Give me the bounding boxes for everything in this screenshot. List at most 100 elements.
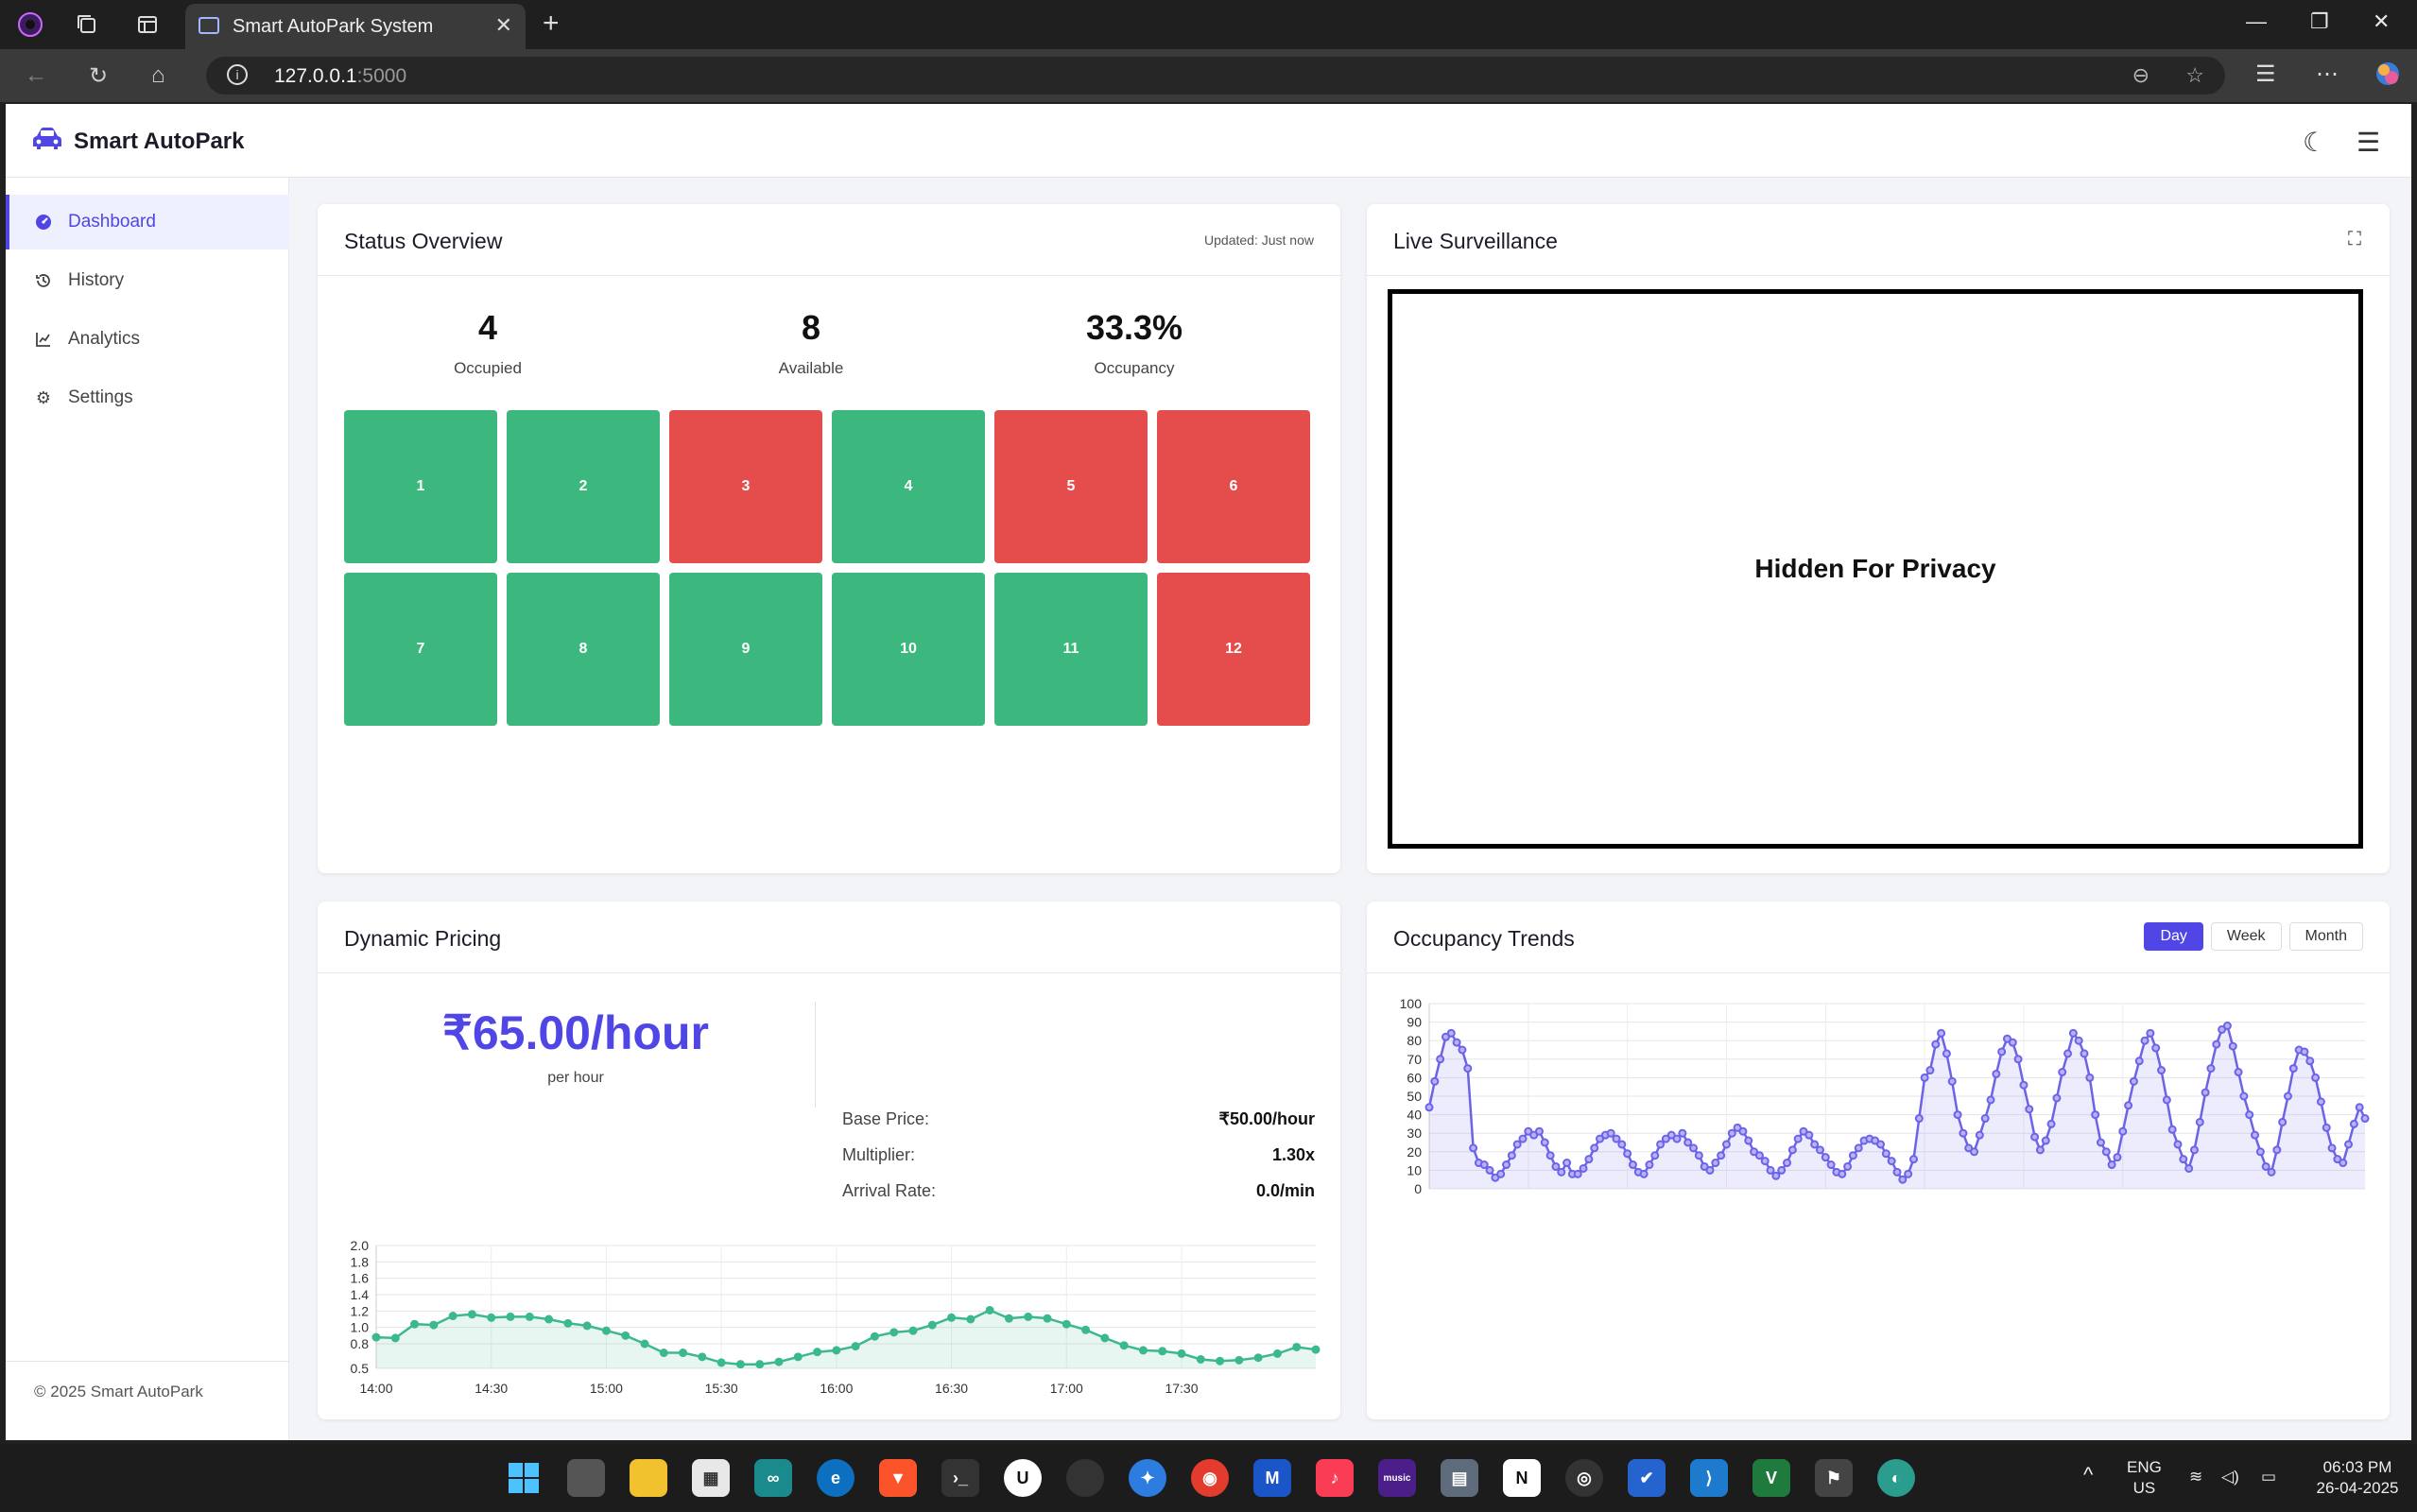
privacy-placeholder: Hidden For Privacy [1754, 554, 1996, 583]
battery-icon[interactable]: ▭ [2261, 1468, 2277, 1486]
parking-slot-1[interactable]: 1 [344, 410, 497, 563]
chrome-icon[interactable]: ◉ [1191, 1459, 1229, 1497]
minimize-icon[interactable]: — [2246, 9, 2267, 33]
language-indicator[interactable]: ENG US [2127, 1458, 2162, 1497]
back-icon[interactable]: ← [25, 62, 47, 88]
parking-slot-11[interactable]: 11 [994, 573, 1148, 726]
fullscreen-icon[interactable]: ⛶ [2348, 229, 2361, 249]
zoom-icon[interactable]: ⊖ [2132, 63, 2149, 87]
app-flag-icon[interactable]: ⚑ [1815, 1459, 1853, 1497]
task-view-icon[interactable] [567, 1459, 605, 1497]
data-point [1721, 1140, 1731, 1149]
terminal-icon[interactable]: ›_ [941, 1459, 979, 1497]
dark-mode-toggle-icon[interactable]: ☾ [2303, 128, 2327, 157]
data-point [2058, 1068, 2067, 1077]
parking-slot-9[interactable]: 9 [669, 573, 822, 726]
menu-icon[interactable]: ☰ [2357, 128, 2381, 157]
copilot-icon[interactable] [2374, 60, 2401, 94]
data-point [1584, 1155, 1594, 1164]
data-point [2179, 1155, 2188, 1164]
current-price-unit: per hour [547, 1070, 604, 1086]
start-icon[interactable] [505, 1459, 543, 1497]
sidebar-item-analytics[interactable]: Analytics [6, 312, 289, 367]
parking-slot-5[interactable]: 5 [994, 410, 1148, 563]
browser-toolbar: ← ↻ ⌂ i 127.0.0.1:5000 ⊖ ☆ ☰ ⋯ [0, 49, 2417, 102]
close-tab-icon[interactable]: ✕ [494, 13, 512, 37]
day-button[interactable]: Day [2144, 922, 2203, 951]
series-area [1429, 1025, 2365, 1189]
data-point [1436, 1055, 1445, 1064]
app-circle-icon[interactable]: ◐ [1877, 1459, 1915, 1497]
data-point [1579, 1163, 1588, 1173]
close-window-icon[interactable]: ✕ [2373, 9, 2391, 33]
data-point [2344, 1140, 2354, 1149]
y-tick-label: 1.4 [351, 1287, 370, 1302]
data-point [1881, 1149, 1890, 1159]
volume-icon[interactable]: ◁) [2221, 1468, 2239, 1486]
card-header: Status Overview Updated: Just now [318, 204, 1340, 276]
amazon-music-icon[interactable]: music [1378, 1459, 1416, 1497]
data-point [621, 1331, 630, 1340]
parking-slot-3[interactable]: 3 [669, 410, 822, 563]
workspaces-icon[interactable] [72, 9, 102, 40]
file-explorer-icon[interactable] [630, 1459, 667, 1497]
app-m-icon[interactable]: M [1253, 1459, 1291, 1497]
data-point [1683, 1138, 1693, 1147]
y-tick-label: 80 [1407, 1033, 1422, 1048]
data-point [1711, 1159, 1720, 1168]
reload-icon[interactable]: ↻ [89, 63, 109, 89]
tab-actions-icon[interactable] [132, 9, 163, 40]
arduino-icon[interactable]: ∞ [754, 1459, 792, 1497]
home-icon[interactable]: ⌂ [151, 62, 165, 88]
store-icon[interactable]: ▦ [692, 1459, 730, 1497]
parking-slot-10[interactable]: 10 [832, 573, 985, 726]
data-point [1848, 1151, 1857, 1160]
compass-icon[interactable]: ✦ [1129, 1459, 1166, 1497]
restore-icon[interactable]: ❐ [2310, 9, 2329, 33]
music-icon[interactable]: ♪ [1316, 1459, 1354, 1497]
more-options-icon[interactable]: ⋯ [2316, 61, 2339, 87]
data-point [1512, 1140, 1522, 1149]
week-button[interactable]: Week [2210, 922, 2282, 951]
app-dark-icon[interactable] [1066, 1459, 1104, 1497]
calculator-icon[interactable]: ▤ [1441, 1459, 1478, 1497]
parking-slot-7[interactable]: 7 [344, 573, 497, 726]
edge-icon[interactable]: e [817, 1459, 855, 1497]
todo-icon[interactable]: ✔ [1628, 1459, 1666, 1497]
wifi-icon[interactable]: ≋ [2189, 1468, 2203, 1486]
y-tick-label: 10 [1407, 1162, 1422, 1177]
occupancy-chart: 010203040506070809010018:0021:0000:0003:… [1400, 996, 2370, 1196]
tray-chevron-icon[interactable]: ^ [2083, 1463, 2094, 1486]
browser-profile-icon[interactable] [15, 9, 45, 40]
app-u-icon[interactable]: U [1004, 1459, 1042, 1497]
parking-slot-2[interactable]: 2 [507, 410, 660, 563]
data-point [1138, 1346, 1148, 1355]
data-point [2272, 1145, 2282, 1155]
data-point [1694, 1151, 1703, 1160]
parking-slot-6[interactable]: 6 [1157, 410, 1310, 563]
parking-slot-12[interactable]: 12 [1157, 573, 1310, 726]
brave-icon[interactable]: ▼ [879, 1459, 917, 1497]
sidebar-item-history[interactable]: History [6, 253, 289, 308]
sidebar-item-dashboard[interactable]: Dashboard [6, 195, 289, 249]
data-point [2283, 1091, 2292, 1101]
vscode-icon[interactable]: ⟩ [1690, 1459, 1728, 1497]
notion-icon[interactable]: N [1503, 1459, 1541, 1497]
app-v-icon[interactable]: V [1752, 1459, 1790, 1497]
obs-icon[interactable]: ◎ [1565, 1459, 1603, 1497]
clock[interactable]: 06:03 PM 26-04-2025 [2316, 1458, 2399, 1497]
month-button[interactable]: Month [2288, 922, 2363, 951]
parking-slot-8[interactable]: 8 [507, 573, 660, 726]
data-point [1777, 1165, 1787, 1175]
address-bar[interactable]: i 127.0.0.1:5000 ⊖ ☆ [206, 57, 2225, 94]
data-point [1876, 1140, 1886, 1149]
active-tab[interactable]: Smart AutoPark System ✕ [185, 4, 526, 49]
data-point [1446, 1028, 1456, 1038]
favorites-icon[interactable]: ☰ [2255, 61, 2276, 87]
parking-slot-4[interactable]: 4 [832, 410, 985, 563]
site-info-icon[interactable]: i [227, 64, 248, 85]
sidebar-item-settings[interactable]: ⚙ Settings [6, 370, 289, 425]
data-point [2052, 1093, 2062, 1103]
favorite-star-icon[interactable]: ☆ [2185, 63, 2204, 87]
new-tab-icon[interactable]: + [543, 8, 560, 39]
